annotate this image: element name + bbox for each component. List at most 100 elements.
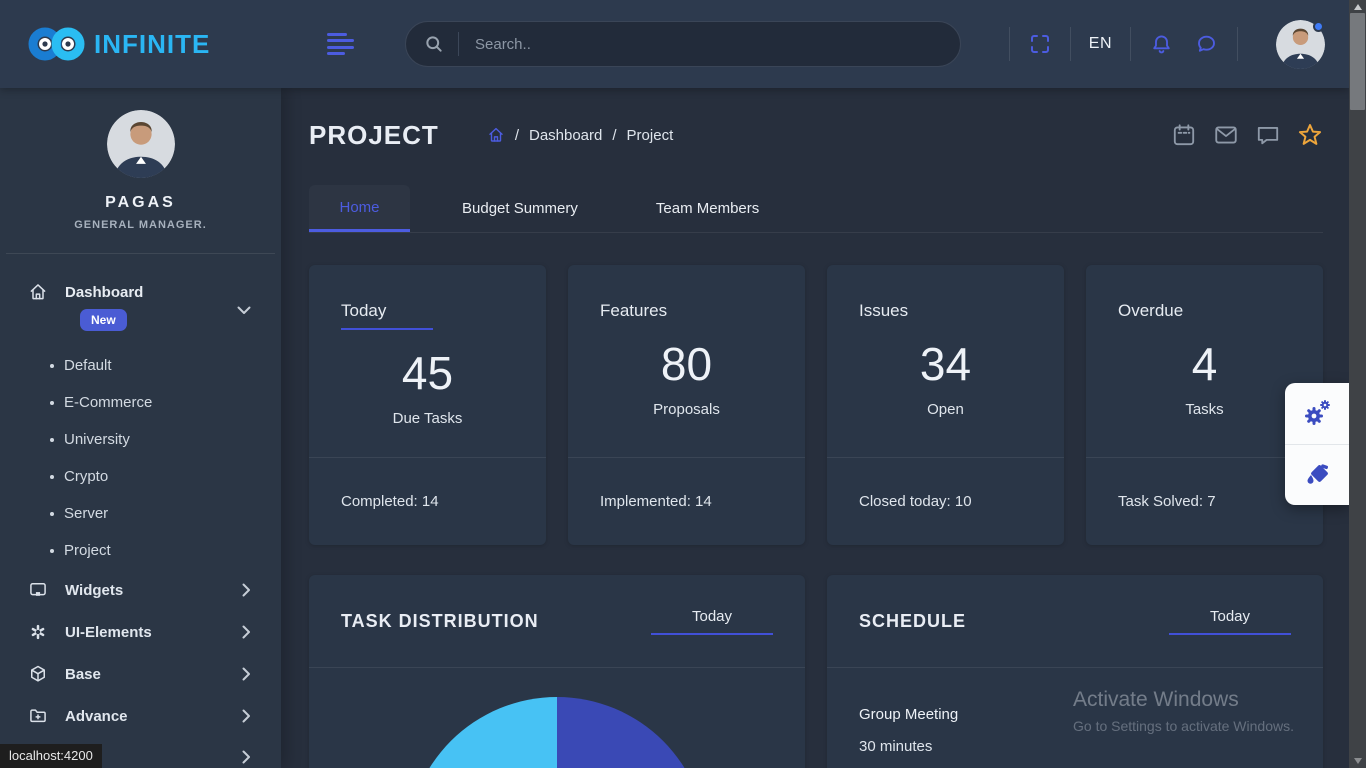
tab-home[interactable]: Home bbox=[309, 185, 410, 232]
mail-icon[interactable] bbox=[1213, 122, 1239, 148]
sidebar-subitem-university[interactable]: University bbox=[0, 421, 281, 458]
flower-icon bbox=[28, 622, 48, 642]
scrollbar-thumb[interactable] bbox=[1350, 13, 1365, 110]
stat-title-link[interactable]: Today bbox=[341, 301, 433, 330]
triangle-down-icon bbox=[1353, 758, 1362, 764]
messages-chat-icon[interactable] bbox=[1194, 32, 1219, 57]
widgets-monitor-icon bbox=[28, 580, 48, 600]
search-bar[interactable] bbox=[405, 21, 961, 67]
home-icon bbox=[28, 282, 48, 302]
sidebar-item-label: Dashboard bbox=[65, 283, 144, 301]
schedule-list: Group Meeting 30 minutes bbox=[827, 668, 1323, 768]
bullet bbox=[50, 548, 54, 553]
chevron-right-icon bbox=[242, 667, 251, 681]
sidebar-item-partial[interactable] bbox=[0, 737, 281, 768]
user-avatar[interactable] bbox=[1276, 19, 1325, 69]
new-badge: New bbox=[80, 309, 127, 331]
header-actions: EN bbox=[991, 19, 1349, 69]
stat-unit: Proposals bbox=[653, 401, 720, 418]
fullscreen-icon[interactable] bbox=[1028, 32, 1052, 56]
profile-divider bbox=[6, 253, 275, 254]
user-avatar-photo bbox=[1276, 19, 1325, 69]
breadcrumb-dashboard[interactable]: Dashboard bbox=[528, 126, 603, 144]
profile-card: PAGAS GENERAL MANAGER. bbox=[0, 88, 281, 254]
search-icon bbox=[424, 34, 444, 54]
scroll-down-button[interactable] bbox=[1349, 754, 1366, 768]
sidebar: PAGAS GENERAL MANAGER. Dashboard New bbox=[0, 88, 281, 768]
breadcrumb-home-icon[interactable] bbox=[487, 126, 505, 144]
comment-icon[interactable] bbox=[1255, 122, 1281, 148]
language-selector[interactable]: EN bbox=[1088, 35, 1112, 52]
sidebar-subitem-project[interactable]: Project bbox=[0, 532, 281, 569]
folder-plus-icon bbox=[28, 706, 48, 726]
stat-card-overdue: Overdue 4 Tasks Task Solved: 7 bbox=[1086, 265, 1323, 545]
top-header: INFINITE EN bbox=[0, 0, 1349, 88]
sidebar-nav: Dashboard New Default E-Commerce Univers… bbox=[0, 254, 281, 768]
schedule-event-name: Group Meeting bbox=[859, 706, 959, 723]
page-actions bbox=[1171, 122, 1323, 148]
stat-value: 45 bbox=[401, 347, 454, 399]
scroll-up-button[interactable] bbox=[1349, 0, 1366, 14]
star-icon[interactable] bbox=[1297, 122, 1323, 148]
profile-role: GENERAL MANAGER. bbox=[74, 219, 207, 231]
notifications-bell-icon[interactable] bbox=[1149, 32, 1174, 57]
sidebar-item-advance[interactable]: Advance bbox=[0, 695, 281, 737]
stat-footer: Implemented: 14 bbox=[600, 493, 712, 510]
calendar-icon[interactable] bbox=[1171, 122, 1197, 148]
gear-icon bbox=[1301, 397, 1333, 429]
stat-card-issues: Issues 34 Open Closed today: 10 bbox=[827, 265, 1064, 545]
status-bar-url-tooltip: localhost:4200 bbox=[0, 744, 102, 768]
online-status-dot bbox=[1313, 20, 1324, 32]
sidebar-subitem-crypto[interactable]: Crypto bbox=[0, 458, 281, 495]
chevron-right-icon bbox=[242, 750, 251, 764]
sidebar-item-base[interactable]: Base bbox=[0, 653, 281, 695]
breadcrumb-project[interactable]: Project bbox=[626, 126, 674, 144]
app-logo[interactable]: INFINITE bbox=[0, 24, 281, 64]
page-header: PROJECT / Dashboard / Project bbox=[309, 110, 1323, 160]
chevron-right-icon bbox=[242, 625, 251, 639]
sidebar-item-ui-elements[interactable]: UI-Elements bbox=[0, 611, 281, 653]
stat-value: 80 bbox=[660, 338, 713, 390]
chevron-right-icon bbox=[242, 709, 251, 723]
bullet bbox=[50, 363, 54, 368]
menu-toggle-icon[interactable] bbox=[327, 33, 357, 55]
stat-title: Overdue bbox=[1118, 301, 1184, 320]
search-input[interactable] bbox=[475, 35, 942, 53]
stat-card-features: Features 80 Proposals Implemented: 14 bbox=[568, 265, 805, 545]
settings-gear-button[interactable] bbox=[1285, 383, 1349, 445]
stat-unit: Open bbox=[927, 401, 964, 418]
sidebar-item-dashboard[interactable]: Dashboard New bbox=[0, 274, 281, 337]
bullet bbox=[50, 511, 54, 516]
panel-title: TASK DISTRIBUTION bbox=[341, 610, 539, 631]
cube-icon bbox=[28, 664, 48, 684]
profile-photo bbox=[106, 110, 175, 178]
today-filter-link[interactable]: Today bbox=[1169, 608, 1291, 635]
theme-paint-button[interactable] bbox=[1285, 445, 1349, 506]
today-filter-link[interactable]: Today bbox=[651, 608, 773, 635]
stat-cards: Today 45 Due Tasks Completed: 14 Feature… bbox=[309, 265, 1323, 545]
stat-footer: Task Solved: 7 bbox=[1118, 493, 1216, 510]
tab-team-members[interactable]: Team Members bbox=[655, 200, 760, 217]
stat-value: 4 bbox=[1191, 338, 1218, 390]
sidebar-subitem-server[interactable]: Server bbox=[0, 495, 281, 532]
breadcrumb-separator: / bbox=[514, 126, 519, 144]
bullet bbox=[50, 437, 54, 442]
tab-budget-summery[interactable]: Budget Summery bbox=[462, 200, 578, 217]
infinity-logo-icon bbox=[28, 24, 86, 64]
chevron-down-icon bbox=[237, 306, 251, 315]
stat-footer: Completed: 14 bbox=[341, 493, 439, 510]
sidebar-item-widgets[interactable]: Widgets bbox=[0, 569, 281, 611]
vertical-scrollbar[interactable] bbox=[1349, 0, 1366, 768]
theme-settings-panel bbox=[1285, 383, 1349, 505]
triangle-up-icon bbox=[1353, 4, 1362, 10]
sidebar-subitem-default[interactable]: Default bbox=[0, 347, 281, 384]
stat-unit: Tasks bbox=[1185, 401, 1224, 418]
bullet bbox=[50, 474, 54, 479]
bottom-panels: TASK DISTRIBUTION Today SCHEDULE Today G… bbox=[309, 575, 1323, 768]
stat-title: Features bbox=[600, 301, 668, 320]
profile-name: PAGAS bbox=[105, 194, 176, 211]
dashboard-submenu: Default E-Commerce University Crypto Ser… bbox=[0, 347, 281, 569]
chevron-right-icon bbox=[242, 583, 251, 597]
sidebar-subitem-ecommerce[interactable]: E-Commerce bbox=[0, 384, 281, 421]
